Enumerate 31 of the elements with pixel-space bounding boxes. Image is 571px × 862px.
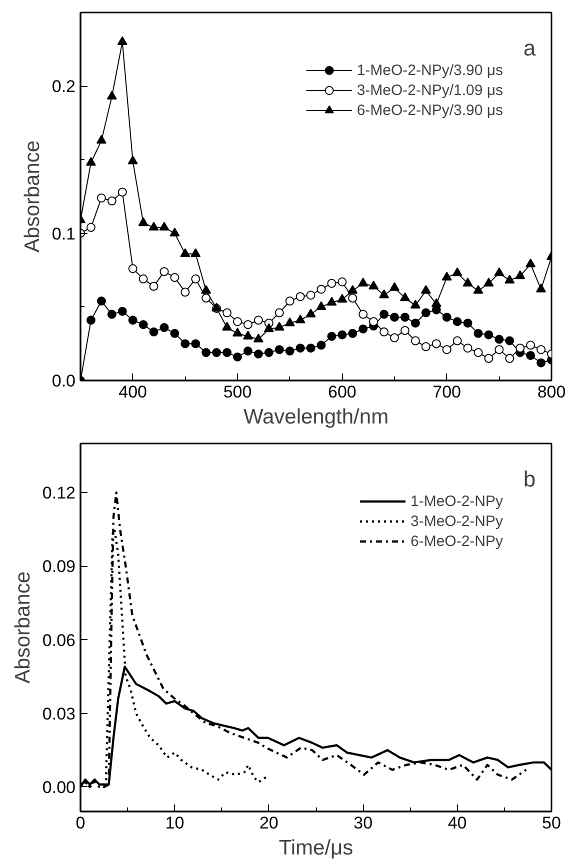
x-tick-label: 700	[432, 382, 462, 402]
legend-label: 3-MeO-2-NPy	[410, 512, 503, 530]
legend-label: 1-MeO-2-NPy/3.90 μs	[356, 61, 503, 79]
x-tick-label: 800	[537, 382, 566, 402]
x-axis-title: Time/μs	[278, 836, 354, 860]
x-tick-label: 20	[259, 814, 278, 832]
x-tick-label: 50	[542, 814, 561, 832]
y-tick-label: 0.0	[52, 372, 76, 390]
legend-label: 6-MeO-2-NPy	[410, 532, 503, 550]
y-tick-label: 0.12	[42, 484, 76, 503]
y-tick-label: 0.00	[42, 778, 76, 797]
y-tick-label: 0.1	[52, 224, 76, 244]
legend-label: 1-MeO-2-NPy	[410, 492, 503, 510]
x-tick-label: 40	[448, 814, 467, 832]
x-axis-title: Wavelength/nm	[243, 406, 389, 428]
x-tick-label: 500	[223, 382, 252, 402]
y-tick-label: 0.03	[42, 704, 76, 724]
legend-label: 3-MeO-2-NPy/1.09 μs	[356, 81, 503, 99]
y-axis-title: Absorbance	[20, 140, 44, 253]
y-axis-title: Absorbance	[11, 571, 34, 684]
x-tick-label: 600	[328, 382, 356, 402]
y-tick-label: 0.2	[52, 77, 76, 96]
y-tick-label: 0.09	[42, 557, 76, 576]
annotation: a	[523, 36, 536, 60]
x-tick-label: 30	[354, 814, 373, 832]
x-tick-label: 0	[76, 814, 86, 832]
x-tick-label: 10	[165, 814, 184, 832]
legend-label: 6-MeO-2-NPy/3.90 μs	[356, 101, 503, 119]
x-tick-label: 400	[118, 382, 148, 402]
annotation: b	[523, 466, 536, 492]
y-tick-label: 0.06	[42, 630, 76, 650]
